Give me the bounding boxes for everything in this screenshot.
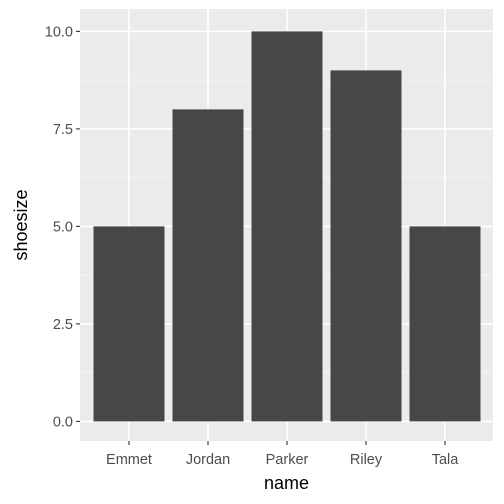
- y-axis: 0.0 2.5 5.0 7.5 10.0: [45, 24, 80, 430]
- x-tick-label: Jordan: [186, 452, 230, 468]
- bar-tala: [409, 226, 481, 422]
- x-tick-label: Riley: [350, 452, 383, 468]
- bar-parker: [251, 31, 323, 422]
- y-tick-label: 2.5: [53, 317, 73, 333]
- x-tick-label: Tala: [432, 452, 460, 468]
- x-tick-label: Parker: [266, 452, 309, 468]
- x-axis: Emmet Jordan Parker Riley Tala: [106, 441, 459, 468]
- bar-riley: [330, 70, 402, 422]
- x-axis-title: name: [264, 473, 309, 493]
- y-tick-label: 0.0: [53, 414, 73, 430]
- bars: [93, 31, 481, 422]
- x-tick-label: Emmet: [106, 452, 152, 468]
- y-tick-label: 7.5: [53, 122, 73, 138]
- y-tick-label: 10.0: [45, 24, 73, 40]
- y-tick-label: 5.0: [53, 219, 73, 235]
- y-axis-title: shoesize: [11, 189, 31, 260]
- bar-emmet: [93, 226, 165, 422]
- bar-jordan: [172, 109, 244, 422]
